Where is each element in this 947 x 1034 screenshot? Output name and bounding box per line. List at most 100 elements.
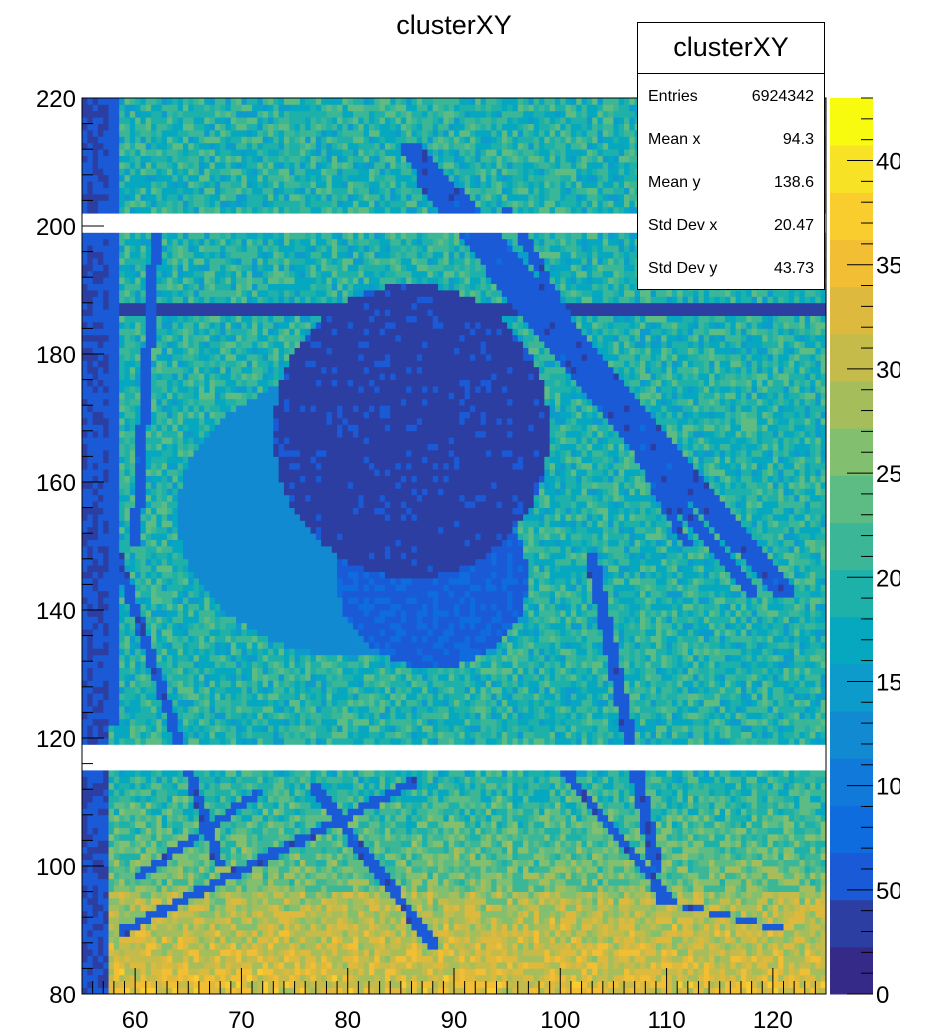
heatmap-cell (124, 302, 131, 310)
heatmap-cell (108, 482, 115, 489)
heatmap-cell (182, 539, 189, 547)
heatmap-cell (161, 379, 168, 387)
heatmap-cell (124, 104, 131, 112)
heatmap-cell (246, 213, 253, 220)
heatmap-cell (129, 149, 136, 156)
heatmap-cell (236, 450, 242, 457)
heatmap-cell (129, 462, 136, 470)
heatmap-cell (246, 654, 253, 662)
heatmap-cell (198, 987, 205, 994)
heatmap-cell (193, 603, 200, 611)
heatmap-cell (257, 718, 264, 726)
heatmap-cell (225, 565, 232, 572)
heatmap-cell (161, 699, 168, 707)
heatmap-cell (246, 270, 253, 278)
heatmap-cell (103, 834, 109, 841)
heatmap-cell (262, 155, 269, 163)
heatmap-cell (113, 501, 120, 508)
heatmap-cell (103, 245, 109, 252)
heatmap-cell (204, 699, 210, 707)
heatmap-cell (124, 187, 131, 195)
heatmap-cell (209, 680, 216, 688)
heatmap-cell (214, 264, 221, 272)
heatmap-cell (257, 296, 264, 304)
heatmap-cell (119, 859, 125, 867)
heatmap-cell (124, 629, 131, 636)
heatmap-cell (225, 488, 232, 496)
heatmap-cell (177, 469, 184, 476)
heatmap-cell (204, 533, 210, 540)
heatmap-cell (188, 840, 194, 848)
heatmap-cell (252, 162, 258, 169)
heatmap-cell (145, 827, 152, 835)
heatmap-cell (161, 840, 168, 848)
heatmap-cell (220, 738, 226, 745)
heatmap-cell (198, 917, 205, 924)
heatmap-cell (103, 270, 109, 278)
heatmap-cell (204, 558, 210, 566)
heatmap-cell (188, 610, 194, 617)
heatmap-cell (225, 859, 232, 867)
heatmap-cell (97, 597, 104, 604)
heatmap-cell (97, 360, 104, 368)
heatmap-cell (204, 610, 210, 617)
heatmap-cell (241, 418, 248, 425)
heatmap-cell (225, 398, 232, 406)
heatmap-cell (225, 322, 232, 329)
heatmap-cell (241, 904, 248, 912)
heatmap-cell (97, 661, 104, 668)
heatmap-cell (236, 936, 242, 944)
heatmap-cell (119, 949, 125, 956)
heatmap-cell (214, 635, 221, 643)
heatmap-cell (214, 347, 221, 355)
heatmap-cell (145, 750, 152, 758)
heatmap-cell (252, 232, 258, 240)
heatmap-cell (204, 757, 210, 764)
heatmap-cell (151, 194, 157, 201)
heatmap-cell (214, 136, 221, 144)
heatmap-cell (113, 360, 120, 368)
heatmap-cell (209, 917, 216, 924)
heatmap-cell (92, 334, 99, 342)
heatmap-cell (225, 187, 232, 195)
heatmap-cell (268, 590, 274, 598)
heatmap-cell (220, 885, 226, 892)
heatmap-cell (246, 898, 253, 905)
heatmap-cell (220, 494, 226, 502)
heatmap-cell (220, 539, 226, 547)
heatmap-cell (252, 469, 258, 476)
heatmap-cell (193, 162, 200, 169)
heatmap-cell (172, 488, 179, 496)
heatmap-cell (92, 552, 99, 560)
heatmap-cell (108, 578, 115, 585)
heatmap-cell (145, 520, 152, 528)
heatmap-cell (209, 654, 216, 662)
heatmap-cell (92, 680, 99, 688)
heatmap-cell (140, 757, 147, 764)
heatmap-cell (156, 482, 163, 489)
heatmap-cell (241, 872, 248, 880)
heatmap-cell (220, 520, 226, 528)
heatmap-cell (198, 494, 205, 502)
heatmap-cell (257, 552, 264, 560)
heatmap-cell (230, 213, 237, 220)
heatmap-cell (198, 571, 205, 579)
heatmap-cell (135, 328, 141, 336)
heatmap-cell (145, 616, 152, 624)
heatmap-cell (124, 494, 131, 502)
heatmap-cell (257, 514, 264, 521)
heatmap-cell (124, 917, 131, 924)
heatmap-cell (172, 981, 179, 988)
heatmap-cell (236, 501, 242, 508)
heatmap-cell (97, 430, 104, 438)
heatmap-cell (161, 482, 168, 489)
heatmap-cell (188, 136, 194, 144)
heatmap-cell (177, 699, 184, 707)
heatmap-cell (113, 853, 120, 860)
heatmap-cell (135, 142, 141, 150)
heatmap-cell (113, 622, 120, 630)
heatmap-cell (151, 526, 157, 534)
heatmap-cell (135, 968, 141, 976)
heatmap-cell (113, 814, 120, 822)
heatmap-cell (108, 872, 115, 880)
